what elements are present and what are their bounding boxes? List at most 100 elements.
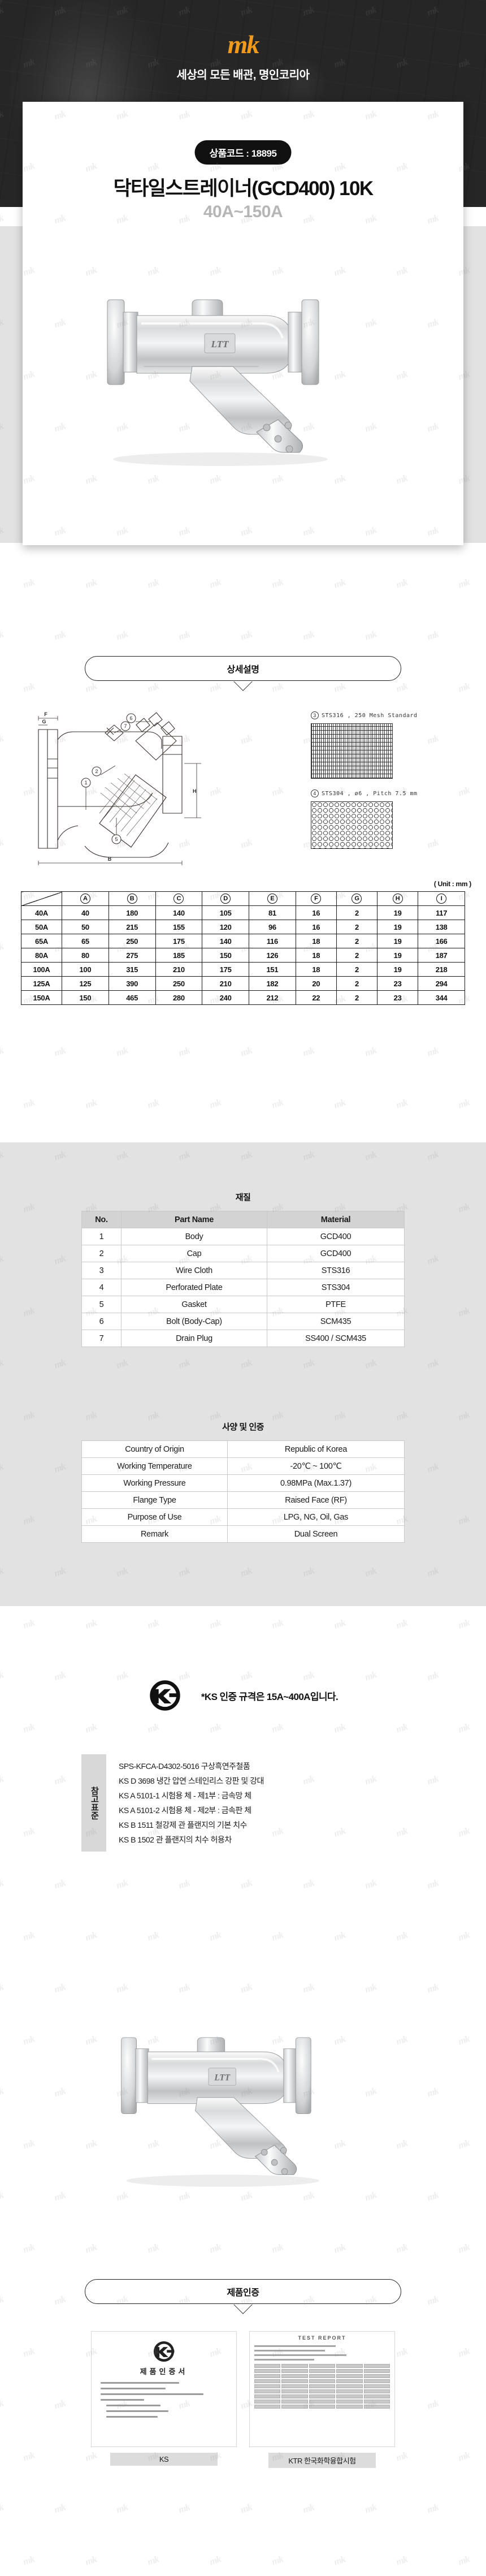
dim-cell: 280 (155, 990, 203, 1005)
table-row: Flange Type Raised Face (RF) (81, 1491, 405, 1509)
svg-text:G: G (42, 719, 46, 724)
table-header-row: A B C D E F G H I (21, 891, 465, 906)
dim-cell: 150 (62, 990, 109, 1005)
reference-standards: 참고표준 SPS-KFCA-D4302-5016 구상흑연주철품 KS D 369… (81, 1754, 405, 1852)
detail-banner-label: 상세설명 (85, 656, 401, 681)
certification-banner: 제품인증 (85, 2279, 401, 2304)
table-row: 3 Wire Cloth STS316 (81, 1262, 405, 1279)
wire-cloth-note-text: STS316 , 250 Mesh Standard (322, 712, 418, 719)
dim-cell: 218 (418, 962, 465, 977)
materials-table: No. Part Name Material 1 Body GCD400 2 Cap GC… (81, 1211, 405, 1347)
callout-5: 5 (115, 836, 118, 842)
reference-standard-item: KS B 1511 철강제 관 플랜지의 기본 치수 (119, 1820, 247, 1829)
brand-tagline: 세상의 모든 배관, 명인코리아 (176, 69, 310, 81)
dim-col-I: I (418, 891, 465, 906)
dim-col-G: G (336, 891, 378, 906)
materials-table-body: 1 Body GCD400 2 Cap GCD400 3 Wire Cloth STS316 4 P… (81, 1228, 405, 1347)
table-row: 65A 65 250 175 140 116 18 2 19 166 (21, 934, 465, 948)
dim-cell: 80 (62, 948, 109, 963)
product-card: 상품코드 : 18895 닥타일스트레이너(GCD400) 10K 40A~15… (23, 102, 463, 545)
certificate-caption-ktr: KTR 한국화학융합시험 (268, 2453, 376, 2468)
watermark-text: mk (332, 576, 347, 590)
dim-cell: 175 (155, 934, 203, 948)
dim-cell: 19 (377, 948, 419, 963)
product-size-range: 40A~150A (203, 202, 283, 221)
table-row: Purpose of Use LPG, NG, Oil, Gas (81, 1508, 405, 1526)
dim-row-size: 40A (21, 905, 62, 920)
perforated-plate-image (311, 801, 393, 849)
table-row: 50A 50 215 155 120 96 16 2 19 138 (21, 920, 465, 934)
material-cell: 1 (81, 1228, 122, 1245)
dim-col-C: C (155, 891, 203, 906)
dim-cell: 23 (377, 990, 419, 1005)
spec-label: Country of Origin (81, 1440, 228, 1458)
dim-cell: 105 (202, 905, 249, 920)
reference-standards-list: SPS-KFCA-D4302-5016 구상흑연주철품 KS D 3698 냉간 … (106, 1754, 405, 1852)
watermark-text: mk (84, 576, 98, 590)
dim-col-B: B (108, 891, 156, 906)
callout-4-icon: 4 (311, 789, 319, 797)
dim-cell: 390 (108, 976, 156, 991)
certificate-gallery: 제품인증서 KS TEST REPORT (0, 2331, 486, 2468)
dim-cell: 125 (62, 976, 109, 991)
spec-value: 0.98MPa (Max.1.37) (227, 1474, 405, 1492)
specs-table: Country of Origin Republic of Korea Workin… (81, 1440, 405, 1543)
spec-value: LPG, NG, Oil, Gas (227, 1508, 405, 1526)
dim-cell: 2 (336, 934, 378, 948)
dim-cell: 18 (295, 934, 337, 948)
dim-cell: 315 (108, 962, 156, 977)
dim-cell: 212 (249, 990, 296, 1005)
spec-label: Flange Type (81, 1491, 228, 1509)
reference-standards-label: 참고표준 (81, 1754, 106, 1852)
material-cell: Body (121, 1228, 267, 1245)
callout-7: 7 (124, 723, 127, 729)
dim-cell: 187 (418, 948, 465, 963)
reference-standard-item: KS D 3698 냉간 압연 스테인리스 강판 및 강대 (119, 1776, 264, 1785)
reference-standard-item: KS A 5101-2 시험용 체 - 제2부 : 금속판 체 (119, 1806, 251, 1815)
dim-cell: 210 (155, 962, 203, 977)
table-row: 1 Body GCD400 (81, 1228, 405, 1245)
dim-cell: 120 (202, 920, 249, 934)
dim-row-size: 125A (21, 976, 62, 991)
dim-cell: 2 (336, 920, 378, 934)
ks-section: *KS 인증 규격은 15A~400A입니다. 참고표준 SPS-KFCA-D4… (0, 1606, 486, 1957)
table-row: 40A 40 180 140 105 81 16 2 19 117 (21, 905, 465, 920)
dim-cell: 185 (155, 948, 203, 963)
watermark-text: mk (457, 576, 471, 590)
dim-cell: 210 (202, 976, 249, 991)
table-row: 125A 125 390 250 210 182 20 2 23 294 (21, 976, 465, 991)
table-row: Working Temperature -20℃ ~ 100℃ (81, 1457, 405, 1475)
product-photo: LTT (23, 233, 463, 476)
material-cell: STS304 (267, 1279, 405, 1296)
perforated-plate-note: 4 STS304 , ø6 , Pitch 7.5 mm (311, 789, 418, 849)
table-row: 2 Cap GCD400 (81, 1245, 405, 1262)
dim-cell: 140 (155, 905, 203, 920)
dim-cell: 116 (249, 934, 296, 948)
materials-section: 재질 No. Part Name Material 1 Body GCD400 2 Ca… (0, 1142, 486, 1380)
dim-cell: 240 (202, 990, 249, 1005)
material-cell: Drain Plug (121, 1330, 267, 1347)
brand-logo: mk (227, 30, 260, 59)
dimension-table: A B C D E F G H I 40A 40 180 140 105 81 16 2 19 1… (21, 891, 465, 1005)
product-photo-section: LTT (0, 1957, 486, 2273)
dim-cell: 18 (295, 962, 337, 977)
material-cell: 6 (81, 1313, 122, 1330)
dim-cell: 96 (249, 920, 296, 934)
table-row: 150A 150 465 280 240 212 22 2 23 344 (21, 990, 465, 1005)
ks-mark-icon (150, 1680, 180, 1711)
product-title: 닥타일스트레이너(GCD400) 10K (113, 178, 374, 200)
certificate-image-ktr[interactable]: TEST REPORT (249, 2331, 395, 2447)
unit-note: ( Unit : mm ) (433, 880, 471, 888)
dim-cell: 140 (202, 934, 249, 948)
ks-note: *KS 인증 규격은 15A~400A입니다. (201, 1691, 339, 1702)
dim-cell: 155 (155, 920, 203, 934)
certificate-image-ks[interactable]: 제품인증서 (91, 2331, 237, 2447)
material-cell: Gasket (121, 1296, 267, 1313)
material-cell: 5 (81, 1296, 122, 1313)
materials-title: 재질 (235, 1193, 251, 1202)
wire-cloth-image (311, 723, 393, 779)
material-cell: 3 (81, 1262, 122, 1279)
dim-cell: 215 (108, 920, 156, 934)
material-cell: SS400 / SCM435 (267, 1330, 405, 1347)
callout-2: 2 (95, 769, 98, 774)
